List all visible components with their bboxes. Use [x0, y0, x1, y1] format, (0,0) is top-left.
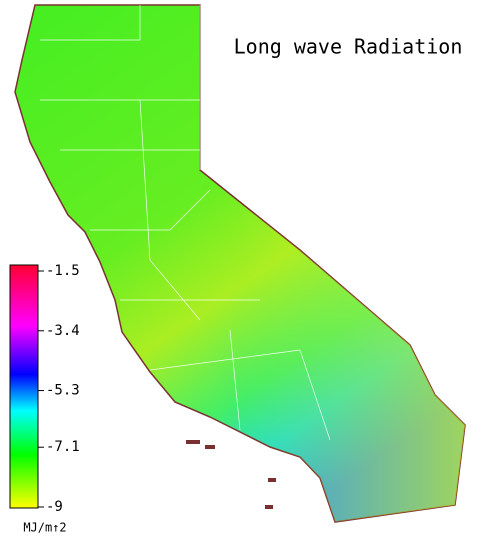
- colorbar: [9, 264, 39, 509]
- colorbar-tick-label: -9: [46, 499, 63, 515]
- colorbar-unit: MJ/m↑2: [23, 521, 66, 535]
- islands: [186, 440, 276, 509]
- colorbar-tick-label: -3.4: [46, 323, 80, 339]
- state-shape: [14, 4, 466, 523]
- colorbar-tick-label: -1.5: [46, 263, 80, 279]
- map-title: Long wave Radiation: [234, 35, 463, 59]
- colorbar-tick-label: -7.1: [46, 439, 80, 455]
- colorbar-tick-label: -5.3: [46, 383, 80, 399]
